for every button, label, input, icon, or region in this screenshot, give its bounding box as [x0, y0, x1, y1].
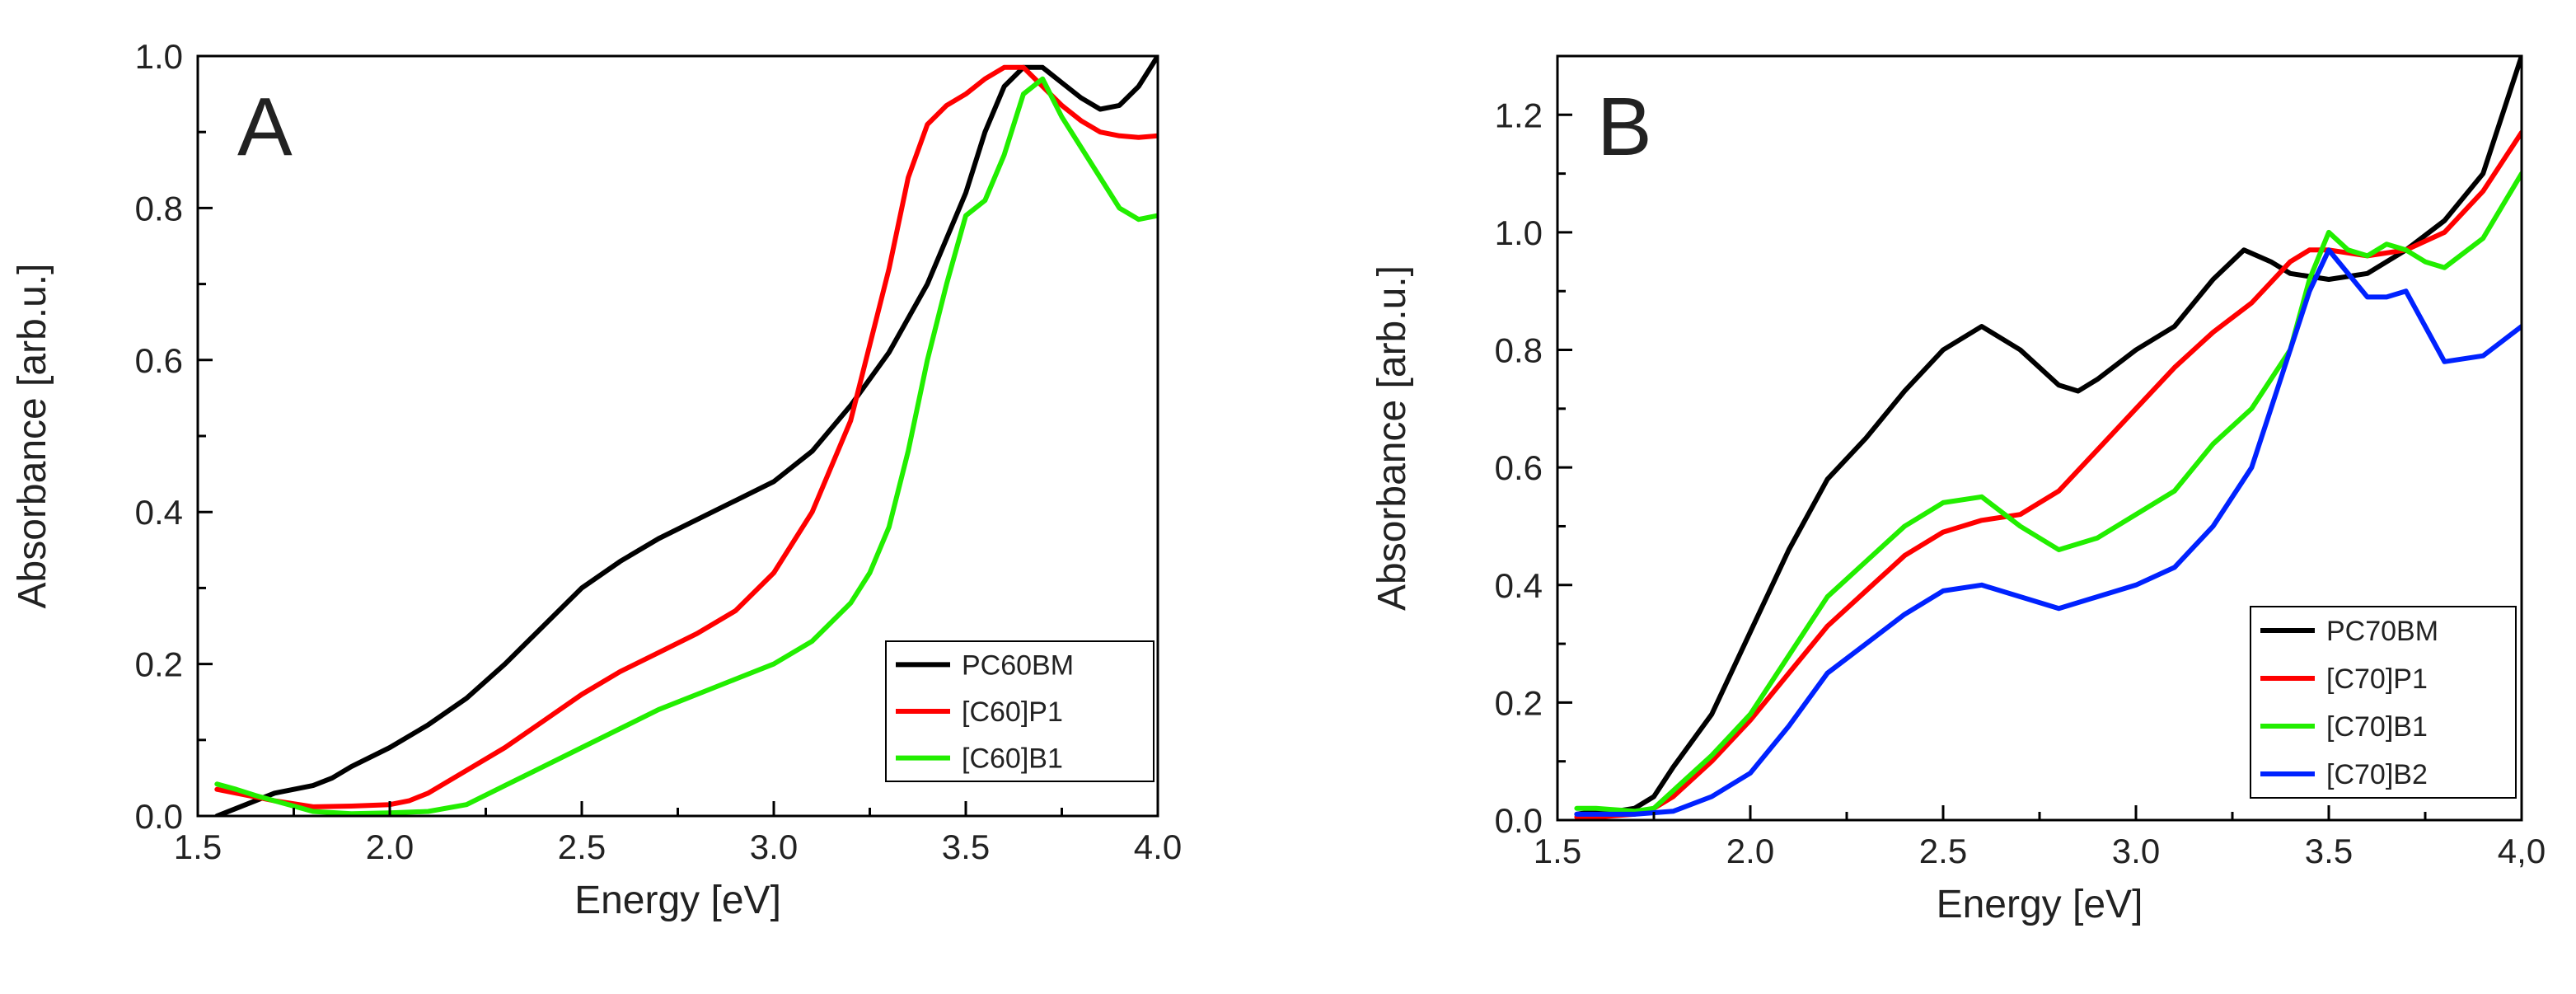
y-tick-label: 0.4: [1495, 566, 1543, 605]
series-line-c60b1: [214, 76, 1158, 816]
x-axis-label: Energy [eV]: [1937, 883, 2143, 926]
x-tick-label: 3.5: [2305, 832, 2353, 870]
y-tick-label: 0.2: [1495, 683, 1543, 722]
y-tick-label: 0.0: [1495, 801, 1543, 840]
y-tick-label: 0.8: [1495, 331, 1543, 370]
x-axis-label: Energy [eV]: [574, 879, 781, 922]
x-tick-label: 1.5: [1534, 832, 1581, 870]
x-tick-label: 3.5: [942, 828, 990, 866]
y-tick-label: 1.0: [1495, 213, 1543, 252]
x-tick-label: 4,0: [2498, 832, 2546, 870]
x-tick-label: 2.0: [366, 828, 414, 866]
legend-entry: [C70]B1: [2326, 711, 2428, 743]
x-tick-label: 1.5: [174, 828, 222, 866]
x-tick-label: 2.5: [558, 828, 606, 866]
legend-box: [2250, 606, 2517, 799]
series-line-pc70bm: [1574, 56, 2522, 817]
y-axis-label: Absorbance [arb.u.]: [1370, 265, 1414, 611]
y-tick-label: 0.8: [135, 189, 183, 227]
y-tick-label: 0.6: [1495, 448, 1543, 487]
legend-entry: [C70]P1: [2326, 663, 2428, 695]
y-tick-label: 0.4: [135, 493, 183, 532]
y-tick-label: 1.2: [1495, 96, 1543, 134]
x-tick-label: 2.0: [1726, 832, 1774, 870]
x-tick-label: 4.0: [1134, 828, 1182, 866]
series-line-c70p1: [1574, 129, 2522, 820]
series-line-c70b1: [1574, 171, 2522, 814]
legend-entry: [C60]B1: [962, 743, 1063, 775]
y-tick-label: 0.6: [135, 341, 183, 380]
legend-entry: PC60BM: [962, 649, 1074, 681]
series-line-pc60bm: [214, 56, 1158, 816]
panel-letter: B: [1597, 81, 1652, 173]
y-axis-label: Absorbance [arb.u.]: [11, 264, 54, 609]
x-tick-label: 3.0: [2112, 832, 2160, 870]
x-tick-label: 2.5: [1919, 832, 1967, 870]
x-tick-label: 3.0: [750, 828, 798, 866]
y-tick-label: 0.2: [135, 645, 183, 684]
y-tick-label: 0.0: [135, 797, 183, 836]
legend-entry: [C70]B2: [2326, 759, 2428, 790]
chart-panel-a: 1.5 2.0 2.5 3.0 3.5 4.0 0.0 0.2 0.4 0.6 0.8 1.0 Ener…: [11, 37, 1182, 922]
legend-entry: PC70BM: [2326, 616, 2438, 647]
chart-panel-b: 1.5 2.0 2.5 3.0 3.5 4,0 0.0 0.2 0.4 0.6 0.8 1.0 1.2 E…: [1370, 54, 2546, 926]
y-tick-label: 1.0: [135, 37, 183, 76]
series-line-c70b2: [1574, 247, 2522, 817]
legend-entry: [C60]P1: [962, 696, 1063, 728]
panel-letter: A: [237, 81, 293, 173]
